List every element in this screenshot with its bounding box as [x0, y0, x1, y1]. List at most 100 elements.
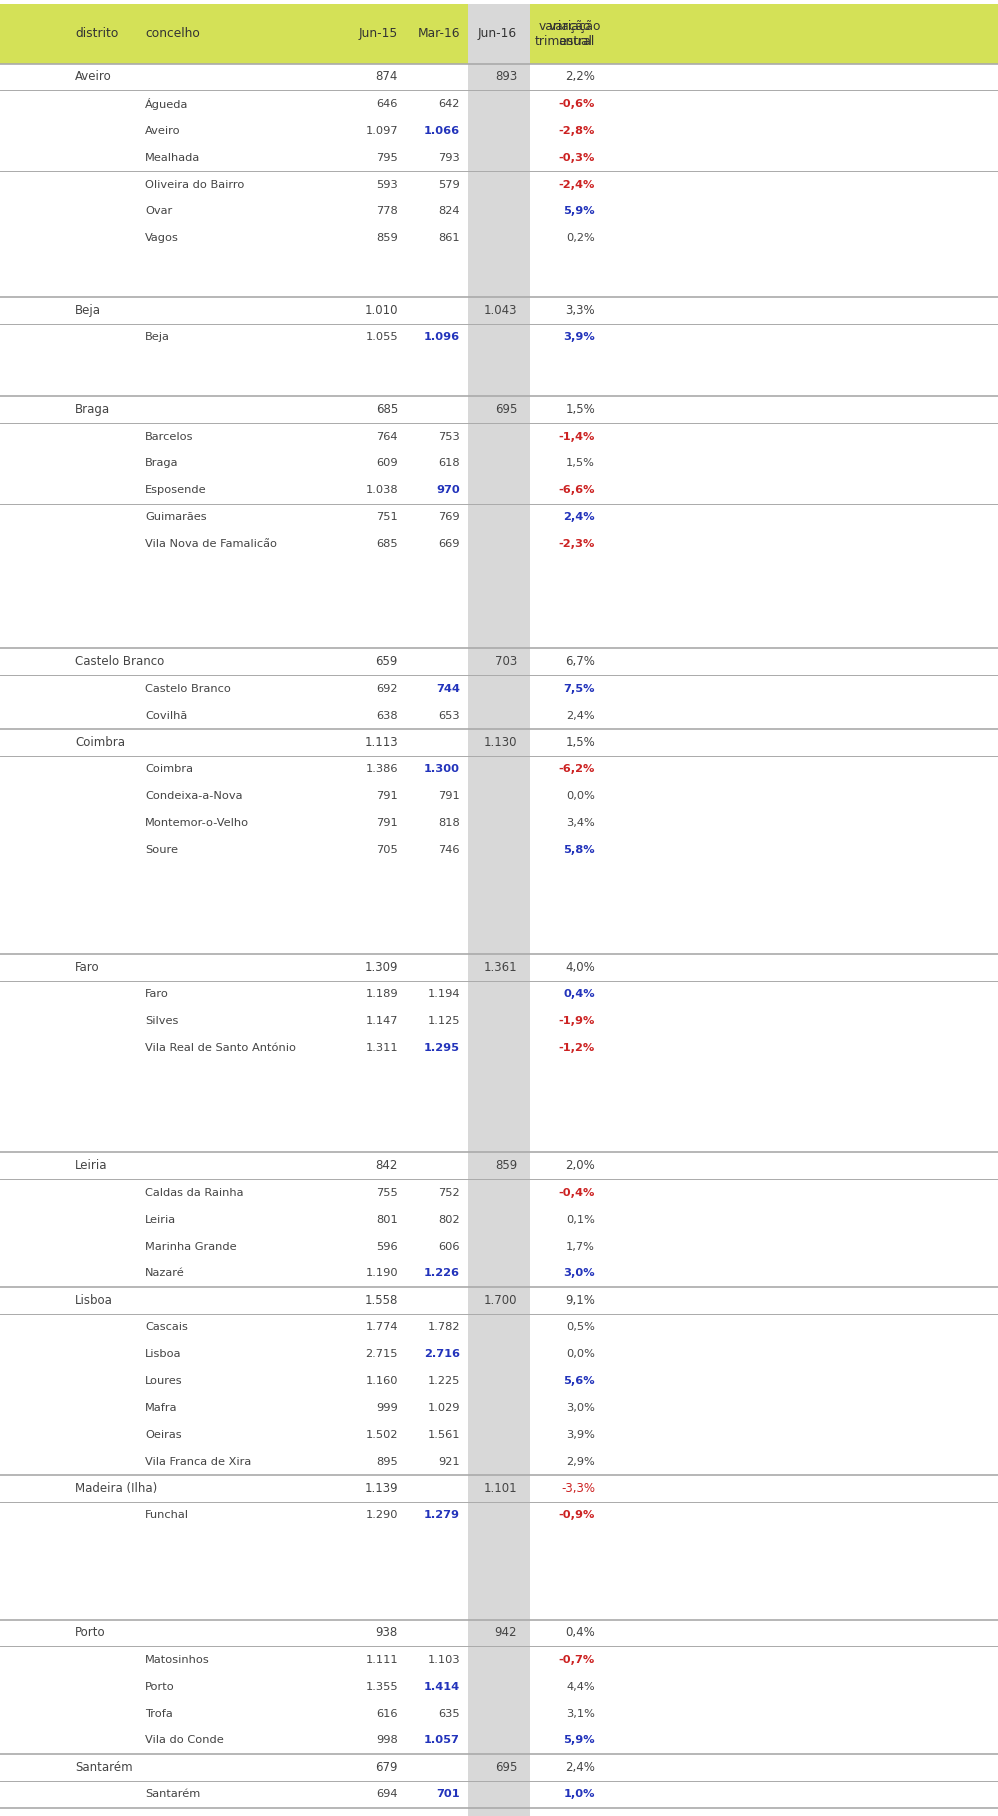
Text: 942: 942: [494, 1627, 517, 1640]
Text: Santarém: Santarém: [75, 1762, 133, 1774]
Text: 1.096: 1.096: [424, 332, 460, 343]
Text: 1.125: 1.125: [427, 1017, 460, 1026]
Text: 1.103: 1.103: [427, 1654, 460, 1665]
Text: Barcelos: Barcelos: [145, 432, 194, 441]
Text: -2,4%: -2,4%: [559, 180, 595, 189]
Text: 685: 685: [376, 539, 398, 548]
Text: 1.782: 1.782: [427, 1322, 460, 1333]
Text: 3,0%: 3,0%: [566, 1402, 595, 1413]
Text: 6,7%: 6,7%: [565, 656, 595, 668]
Text: -0,9%: -0,9%: [559, 1511, 595, 1520]
Text: -0,7%: -0,7%: [559, 1654, 595, 1665]
Text: 635: 635: [438, 1709, 460, 1718]
Text: 1.160: 1.160: [365, 1377, 398, 1386]
Text: 1.057: 1.057: [424, 1736, 460, 1745]
Text: 7,5%: 7,5%: [564, 683, 595, 694]
Text: 0,4%: 0,4%: [564, 990, 595, 999]
Text: 791: 791: [376, 792, 398, 801]
Text: 1.111: 1.111: [365, 1654, 398, 1665]
Text: Lisboa: Lisboa: [75, 1293, 113, 1308]
Text: 1.774: 1.774: [365, 1322, 398, 1333]
Text: -1,9%: -1,9%: [559, 1017, 595, 1026]
Text: Oliveira do Bairro: Oliveira do Bairro: [145, 180, 245, 189]
Text: 1.029: 1.029: [427, 1402, 460, 1413]
Text: 1.226: 1.226: [424, 1268, 460, 1278]
Text: 0,0%: 0,0%: [566, 792, 595, 801]
Text: 659: 659: [375, 656, 398, 668]
Text: 998: 998: [376, 1736, 398, 1745]
Text: 1,5%: 1,5%: [565, 735, 595, 748]
Text: Porto: Porto: [75, 1627, 106, 1640]
Text: 744: 744: [436, 683, 460, 694]
Text: 0,0%: 0,0%: [566, 1349, 595, 1358]
Text: 1.502: 1.502: [365, 1429, 398, 1440]
Text: 1.101: 1.101: [483, 1482, 517, 1495]
Text: 9,1%: 9,1%: [565, 1293, 595, 1308]
Text: 751: 751: [376, 512, 398, 523]
Text: 694: 694: [376, 1789, 398, 1800]
Text: 842: 842: [375, 1159, 398, 1173]
Text: -0,4%: -0,4%: [559, 1188, 595, 1199]
Text: -1,4%: -1,4%: [559, 432, 595, 441]
Text: 616: 616: [376, 1709, 398, 1718]
Text: Santarém: Santarém: [145, 1789, 201, 1800]
Text: 1.700: 1.700: [483, 1293, 517, 1308]
Text: 1.225: 1.225: [427, 1377, 460, 1386]
Text: -0,3%: -0,3%: [559, 153, 595, 163]
Text: Faro: Faro: [145, 990, 169, 999]
Text: 1.038: 1.038: [365, 485, 398, 496]
Text: Coimbra: Coimbra: [145, 765, 193, 774]
Text: 653: 653: [438, 710, 460, 721]
Text: 1.311: 1.311: [365, 1042, 398, 1053]
Text: 0,5%: 0,5%: [566, 1322, 595, 1333]
Text: 579: 579: [438, 180, 460, 189]
Text: 755: 755: [376, 1188, 398, 1199]
Text: 1,7%: 1,7%: [566, 1242, 595, 1251]
Text: 921: 921: [438, 1456, 460, 1467]
Text: Cascais: Cascais: [145, 1322, 188, 1333]
Text: Jun-16: Jun-16: [478, 27, 517, 40]
Text: 3,4%: 3,4%: [566, 817, 595, 828]
Text: Trofa: Trofa: [145, 1709, 173, 1718]
Text: -3,3%: -3,3%: [561, 1482, 595, 1495]
Text: Beja: Beja: [75, 303, 101, 318]
Text: 895: 895: [376, 1456, 398, 1467]
Text: Ovar: Ovar: [145, 207, 173, 216]
Text: 669: 669: [438, 539, 460, 548]
Text: -2,3%: -2,3%: [559, 539, 595, 548]
Text: 596: 596: [376, 1242, 398, 1251]
Text: Leiria: Leiria: [75, 1159, 108, 1173]
Text: Mafra: Mafra: [145, 1402, 178, 1413]
Text: 695: 695: [495, 1762, 517, 1774]
Text: Funchal: Funchal: [145, 1511, 189, 1520]
Text: Vila do Conde: Vila do Conde: [145, 1736, 224, 1745]
Text: 4,0%: 4,0%: [565, 961, 595, 973]
Text: Caldas da Rainha: Caldas da Rainha: [145, 1188, 244, 1199]
Bar: [468, 64, 530, 1816]
Text: 752: 752: [438, 1188, 460, 1199]
Text: Castelo Branco: Castelo Branco: [75, 656, 165, 668]
Text: Braga: Braga: [75, 403, 110, 416]
Text: Covilhã: Covilhã: [145, 710, 188, 721]
Text: 5,9%: 5,9%: [564, 207, 595, 216]
Text: 1.561: 1.561: [427, 1429, 460, 1440]
Text: Montemor-o-Velho: Montemor-o-Velho: [145, 817, 250, 828]
Text: Vila Nova de Famalicão: Vila Nova de Famalicão: [145, 539, 277, 548]
Text: 609: 609: [376, 458, 398, 469]
Text: Vila Real de Santo António: Vila Real de Santo António: [145, 1042, 296, 1053]
Text: Mar-16: Mar-16: [417, 27, 460, 40]
Text: 638: 638: [376, 710, 398, 721]
Text: 3,0%: 3,0%: [564, 1268, 595, 1278]
Text: 0,2%: 0,2%: [566, 232, 595, 243]
Text: 801: 801: [376, 1215, 398, 1224]
Text: 3,9%: 3,9%: [563, 332, 595, 343]
Text: Águeda: Águeda: [145, 98, 189, 111]
Text: 5,9%: 5,9%: [564, 1736, 595, 1745]
Text: 1.300: 1.300: [424, 765, 460, 774]
Text: 874: 874: [375, 71, 398, 84]
Text: Guimarães: Guimarães: [145, 512, 207, 523]
Text: Condeixa-a-Nova: Condeixa-a-Nova: [145, 792, 243, 801]
Text: Matosinhos: Matosinhos: [145, 1654, 210, 1665]
Text: -2,8%: -2,8%: [559, 125, 595, 136]
Text: 642: 642: [439, 98, 460, 109]
